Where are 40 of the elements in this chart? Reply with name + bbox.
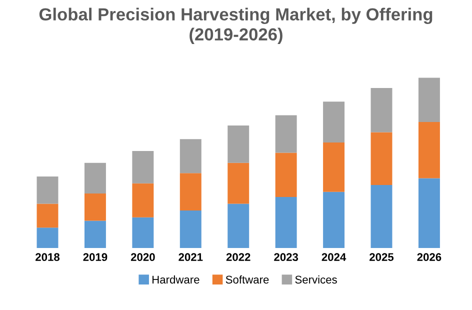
bar — [84, 162, 106, 194]
x-tick-label: 2019 — [83, 253, 108, 262]
bar — [132, 150, 154, 184]
x-tick-label: 2025 — [370, 253, 394, 262]
x-tick-label: 2023 — [274, 253, 298, 262]
bar — [418, 178, 440, 248]
bar — [228, 204, 250, 248]
bar — [84, 220, 106, 248]
bar — [36, 228, 58, 248]
bar — [323, 192, 345, 248]
bar — [418, 78, 440, 122]
bar — [132, 183, 154, 218]
bar — [323, 142, 345, 192]
x-tick-label: 2022 — [226, 253, 250, 262]
bar — [370, 88, 392, 132]
bar — [275, 152, 297, 197]
x-tick-label: 2018 — [36, 253, 60, 262]
bar — [132, 217, 154, 248]
chart-title: Global Precision Harvesting Market, by Offering (2019-2026) — [39, 8, 432, 44]
x-tick-label: 2026 — [417, 253, 442, 262]
bar — [275, 196, 297, 248]
bar — [84, 194, 106, 221]
bar — [228, 162, 250, 204]
x-tick-label: 2021 — [178, 253, 203, 262]
bar — [36, 176, 58, 204]
x-tick-label: 2020 — [130, 253, 155, 262]
bar — [36, 204, 58, 228]
bar — [370, 185, 392, 248]
bar — [370, 132, 392, 186]
x-tick-label: 2024 — [322, 253, 346, 262]
bar — [228, 125, 250, 163]
legend-label: Hardware — [152, 275, 200, 284]
bar — [418, 122, 440, 178]
legend-label: Services — [295, 275, 337, 284]
legend-label: Software — [226, 275, 269, 284]
bar — [323, 102, 345, 142]
bar — [180, 173, 202, 211]
bar — [275, 115, 297, 153]
bar — [180, 139, 202, 174]
bar — [180, 210, 202, 248]
